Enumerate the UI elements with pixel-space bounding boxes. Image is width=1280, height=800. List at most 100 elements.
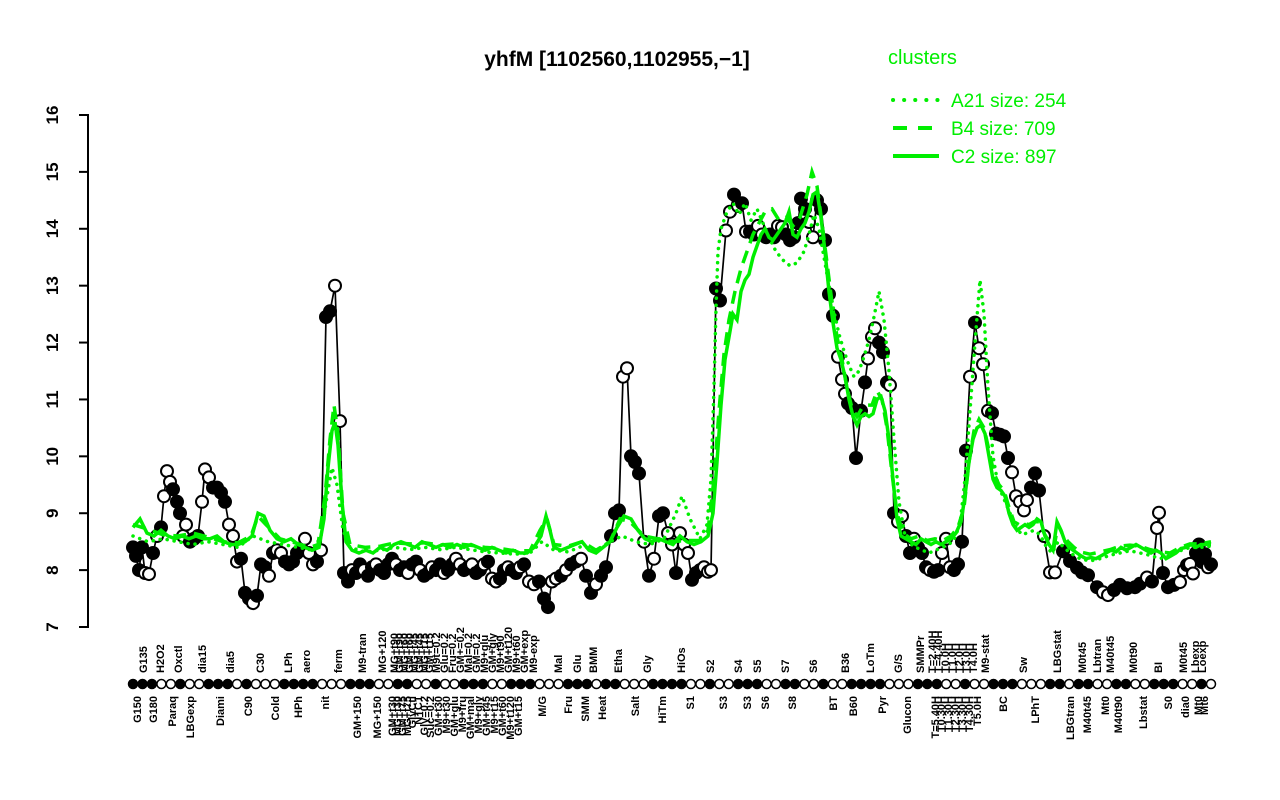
x-label-top: M9t=0.2	[431, 632, 443, 673]
condition-dot	[1007, 678, 1018, 690]
y-axis-tick-label: 10	[43, 447, 62, 466]
condition-dot	[1130, 678, 1141, 690]
x-label-top: S2	[705, 660, 717, 673]
data-point-filled	[985, 406, 999, 421]
condition-dot	[184, 678, 195, 690]
condition-dot	[1073, 678, 1084, 690]
x-label-top: Etha	[613, 648, 625, 673]
condition-dot	[279, 678, 290, 690]
x-label-top: T=2.40H	[927, 630, 939, 673]
data-point-filled	[669, 566, 683, 580]
data-point-open	[262, 568, 276, 583]
condition-dot	[1205, 678, 1217, 690]
legend-item-b4: B4 size: 709	[951, 119, 1056, 140]
condition-dot	[477, 678, 489, 690]
condition-dot	[1101, 678, 1113, 690]
data-point-filled	[849, 451, 863, 465]
y-axis: 7 8 9 10 11 12 13 14 15 16	[43, 106, 89, 632]
condition-dot	[1139, 678, 1151, 690]
x-label-top: GM+exp	[519, 630, 531, 673]
condition-dot	[439, 678, 451, 690]
x-label-top: T2.0H	[954, 643, 966, 673]
condition-dot	[685, 678, 697, 690]
x-label-bottom: MG+t30	[392, 696, 404, 736]
data-point-filled	[517, 557, 531, 572]
y-axis-tick-label: 11	[43, 390, 62, 408]
legend-item-a21: A21 size: 254	[951, 91, 1067, 112]
x-label-bottom: M40t45	[1082, 696, 1094, 733]
y-axis-tick-label: 15	[43, 162, 62, 181]
condition-dot	[1196, 678, 1207, 690]
x-label-bottom: S8	[787, 696, 799, 709]
condition-dot	[912, 678, 924, 690]
data-point-filled	[858, 375, 872, 390]
condition-dot	[553, 678, 564, 690]
x-label-bottom: C90	[243, 696, 255, 716]
x-label-top: HiOs	[676, 647, 688, 673]
condition-dot	[373, 678, 385, 690]
condition-dot	[572, 678, 583, 690]
condition-dot	[524, 678, 536, 690]
condition-dot	[628, 678, 640, 690]
condition-dot	[326, 678, 337, 690]
condition-dot	[846, 678, 857, 690]
cluster-curve-b4	[132, 165, 1212, 556]
x-label-bottom: Glucon	[902, 696, 914, 734]
x-label-bottom: Paraq	[167, 696, 179, 727]
x-label-top: Lbexp	[1190, 640, 1202, 673]
data-point-filled	[146, 546, 160, 560]
data-point-open	[1005, 465, 1019, 480]
condition-dot	[714, 678, 725, 690]
x-label-bottom: M/G	[537, 696, 549, 717]
x-label-bottom: Pyr	[877, 695, 889, 713]
condition-dot	[1120, 678, 1132, 690]
x-label-top: GM+t120	[503, 627, 515, 673]
condition-dot	[193, 678, 205, 690]
condition-dot	[723, 678, 734, 690]
x-label-bottom: S3	[742, 696, 754, 709]
condition-dot	[732, 678, 744, 690]
condition-dot	[430, 678, 441, 690]
condition-dot	[1167, 678, 1179, 690]
condition-dot	[335, 678, 347, 690]
condition-dot	[420, 678, 432, 690]
condition-dot	[874, 678, 886, 690]
data-point-filled	[632, 466, 646, 481]
condition-dot	[250, 678, 262, 690]
x-label-top: Lbtran	[1092, 639, 1104, 674]
condition-dot	[808, 678, 820, 690]
condition-dot	[600, 678, 612, 690]
condition-dot	[704, 678, 716, 690]
data-point-filled	[234, 551, 248, 566]
condition-dot	[940, 678, 952, 690]
data-point-filled	[310, 554, 324, 569]
x-label-top: dia15	[197, 645, 209, 673]
x-label-top: C30	[255, 653, 267, 673]
condition-dot	[127, 678, 139, 690]
x-label-top: Mal	[553, 655, 565, 673]
data-point-filled	[997, 429, 1011, 444]
x-label-bottom: G150	[132, 696, 144, 723]
data-point-filled	[656, 506, 670, 521]
x-label-bottom: M9+t30	[441, 696, 453, 734]
x-label-bottom: T3.30H	[957, 696, 969, 732]
condition-dot	[884, 678, 895, 690]
condition-dot	[364, 678, 375, 690]
condition-dot	[392, 678, 404, 690]
x-label-top: M40t45	[1105, 636, 1117, 673]
condition-dot	[401, 678, 413, 690]
x-label-bottom: NTC1	[413, 696, 425, 725]
condition-dot	[231, 678, 243, 690]
x-label-top: ferm	[333, 649, 345, 673]
condition-dot	[354, 678, 366, 690]
x-label-top: T4.0H	[968, 643, 980, 673]
data-point-open	[647, 551, 661, 566]
x-label-bottom: GM+t45	[481, 696, 493, 736]
x-label-bottom: BT	[828, 696, 840, 711]
condition-dot	[241, 678, 252, 690]
condition-dot	[1149, 678, 1160, 690]
data-point-filled	[1001, 451, 1015, 465]
x-label-bottom: B60	[848, 696, 860, 716]
data-point-filled	[951, 557, 965, 572]
legend-item-c2: C2 size: 897	[951, 147, 1057, 168]
